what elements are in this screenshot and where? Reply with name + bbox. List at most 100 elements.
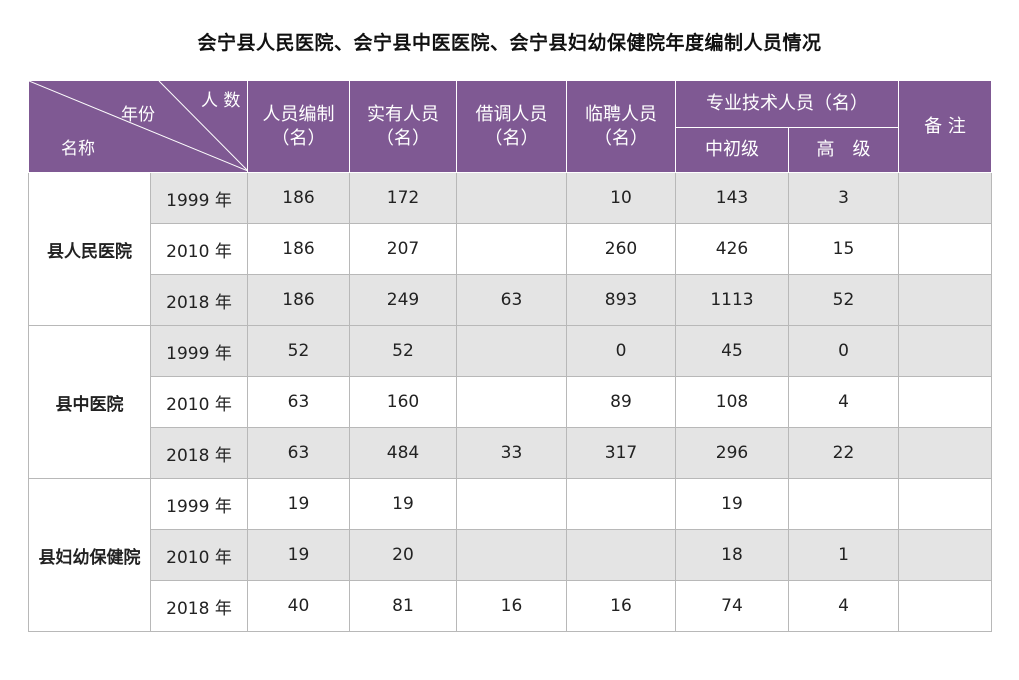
col-header-actual-label: 实有人员: [367, 103, 439, 125]
cell-seconded: [456, 478, 567, 530]
cell-year: 2018 年: [150, 274, 248, 326]
col-header-seconded-unit: （名）: [484, 127, 539, 149]
cell-establishment: 52: [247, 325, 350, 377]
col-header-senior: 高 级: [788, 127, 899, 173]
col-header-actual-unit: （名）: [376, 127, 430, 149]
cell-establishment: 186: [247, 223, 350, 275]
cell-actual: 19: [349, 478, 457, 530]
cell-temporary: [566, 529, 676, 581]
cell-actual: 207: [349, 223, 457, 275]
table-row: 2010 年 63 160 89 108 4: [29, 376, 992, 428]
cell-establishment: 19: [247, 478, 350, 530]
cell-temporary: 317: [566, 427, 676, 479]
cell-seconded: [456, 172, 567, 224]
cell-actual: 160: [349, 376, 457, 428]
cell-temporary: 260: [566, 223, 676, 275]
cell-year: 1999 年: [150, 172, 248, 224]
cell-senior: 4: [788, 376, 899, 428]
cell-junior: 1113: [675, 274, 789, 326]
cell-seconded: 16: [456, 580, 567, 632]
corner-label-year: 年份: [121, 105, 155, 125]
cell-remarks: [898, 529, 992, 581]
cell-senior: 0: [788, 325, 899, 377]
hospital-name-cell: 县妇幼保健院: [28, 478, 151, 632]
corner-header-cell: 人 数 年份 名称: [28, 80, 248, 173]
cell-temporary: [566, 478, 676, 530]
cell-seconded: 63: [456, 274, 567, 326]
staffing-table: 人 数 年份 名称 人员编制 （名） 实有人员 （名） 借调人员 （名） 临聘人…: [28, 80, 992, 632]
cell-senior: 4: [788, 580, 899, 632]
col-header-seconded: 借调人员 （名）: [456, 80, 567, 173]
cell-junior: 18: [675, 529, 789, 581]
cell-seconded: [456, 325, 567, 377]
cell-seconded: [456, 529, 567, 581]
col-header-establishment-unit: （名）: [271, 127, 326, 149]
cell-year: 1999 年: [150, 478, 248, 530]
cell-establishment: 63: [247, 427, 350, 479]
hospital-name-cell: 县人民医院: [28, 172, 151, 326]
table-row: 县妇幼保健院 1999 年 19 19 19: [28, 478, 992, 632]
cell-establishment: 63: [247, 376, 350, 428]
cell-establishment: 186: [247, 172, 350, 224]
table-row: 县中医院 1999 年 52 52 0 45 0: [28, 325, 992, 479]
table-row: 2018 年 63 484 33 317 296 22: [29, 427, 992, 479]
page-title: 会宁县人民医院、会宁县中医医院、会宁县妇幼保健院年度编制人员情况: [197, 32, 822, 54]
hospital-name-cell: 县中医院: [28, 325, 151, 479]
cell-year: 2010 年: [150, 376, 248, 428]
cell-remarks: [898, 427, 992, 479]
cell-senior: 22: [788, 427, 899, 479]
cell-junior: 74: [675, 580, 789, 632]
cell-seconded: [456, 223, 567, 275]
cell-actual: 484: [349, 427, 457, 479]
cell-junior: 426: [675, 223, 789, 275]
cell-remarks: [898, 376, 992, 428]
cell-seconded: 33: [456, 427, 567, 479]
cell-senior: 1: [788, 529, 899, 581]
col-header-temporary: 临聘人员 （名）: [566, 80, 676, 173]
cell-seconded: [456, 376, 567, 428]
col-header-establishment: 人员编制 （名）: [247, 80, 350, 173]
cell-actual: 81: [349, 580, 457, 632]
cell-senior: [788, 478, 899, 530]
cell-remarks: [898, 223, 992, 275]
table-row: 2018 年 186 249 63 893 1113 52: [29, 274, 992, 326]
table-row: 2010 年 186 207 260 426 15: [29, 223, 992, 275]
cell-senior: 52: [788, 274, 899, 326]
corner-label-name: 名称: [61, 139, 95, 159]
col-header-actual: 实有人员 （名）: [349, 80, 457, 173]
cell-senior: 15: [788, 223, 899, 275]
cell-year: 2010 年: [150, 529, 248, 581]
cell-year: 2018 年: [150, 580, 248, 632]
col-header-seconded-label: 借调人员: [475, 103, 548, 125]
table-row: 县人民医院 1999 年 186 172 10 143 3: [28, 172, 992, 326]
cell-temporary: 16: [566, 580, 676, 632]
cell-year: 1999 年: [150, 325, 248, 377]
cell-remarks: [898, 172, 992, 224]
cell-temporary: 0: [566, 325, 676, 377]
cell-year: 2018 年: [150, 427, 248, 479]
cell-actual: 249: [349, 274, 457, 326]
col-header-temporary-unit: （名）: [594, 127, 648, 149]
cell-temporary: 10: [566, 172, 676, 224]
cell-actual: 20: [349, 529, 457, 581]
cell-senior: 3: [788, 172, 899, 224]
col-header-establishment-label: 人员编制: [262, 103, 335, 125]
cell-establishment: 186: [247, 274, 350, 326]
cell-actual: 172: [349, 172, 457, 224]
cell-remarks: [898, 274, 992, 326]
cell-remarks: [898, 580, 992, 632]
table-body: 县人民医院 1999 年 186 172 10 143 3 2010 年 186 207 260 42…: [28, 172, 992, 632]
cell-temporary: 89: [566, 376, 676, 428]
cell-junior: 296: [675, 427, 789, 479]
corner-label-count: 人 数: [201, 91, 241, 111]
cell-junior: 143: [675, 172, 789, 224]
cell-establishment: 40: [247, 580, 350, 632]
table-row: 2010 年 19 20 18 1: [29, 529, 992, 581]
col-header-junior: 中初级: [675, 127, 789, 173]
cell-actual: 52: [349, 325, 457, 377]
col-header-professional: 专业技术人员（名）: [675, 80, 899, 128]
diagonal-lines: [29, 81, 248, 171]
col-header-remarks: 备 注: [898, 80, 992, 173]
cell-junior: 19: [675, 478, 789, 530]
col-header-temporary-label: 临聘人员: [585, 103, 657, 125]
